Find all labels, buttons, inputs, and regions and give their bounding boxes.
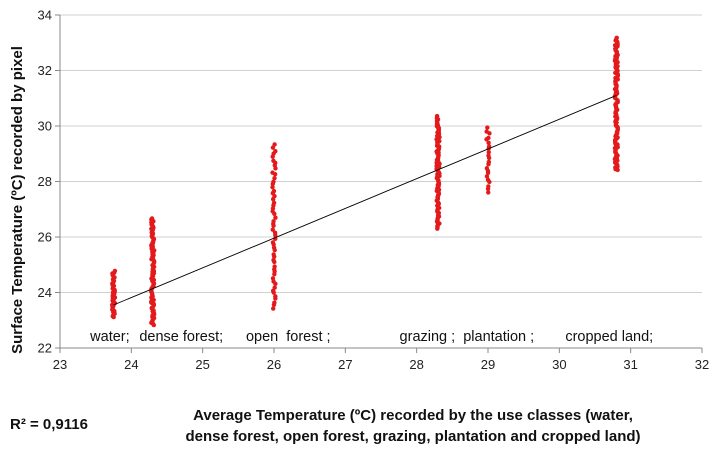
data-point xyxy=(272,285,277,290)
x-tick-label: 28 xyxy=(409,357,423,372)
data-point xyxy=(486,153,491,158)
data-point xyxy=(272,300,277,305)
y-tick-label: 32 xyxy=(38,63,52,78)
x-tick-label: 26 xyxy=(267,357,281,372)
class-label: water; xyxy=(89,329,130,345)
data-point xyxy=(271,257,276,263)
data-point xyxy=(149,216,155,221)
data-point xyxy=(270,306,276,311)
data-point xyxy=(484,129,489,134)
class-label: cropped land; xyxy=(565,329,653,345)
data-point xyxy=(273,148,278,154)
class-label: dense forest; xyxy=(139,329,223,345)
y-tick-label: 34 xyxy=(38,8,52,23)
data-point xyxy=(484,166,490,171)
trendline xyxy=(113,95,617,306)
data-point xyxy=(271,252,276,257)
data-point xyxy=(272,175,277,181)
data-point xyxy=(486,190,491,195)
data-point xyxy=(486,150,491,155)
data-point xyxy=(485,125,490,130)
y-tick-label: 22 xyxy=(38,341,52,356)
data-point xyxy=(271,179,276,185)
x-tick-label: 32 xyxy=(695,357,709,372)
x-tick-label: 23 xyxy=(53,357,67,372)
data-point xyxy=(272,230,278,235)
r-squared-label: R² = 0,9116 xyxy=(10,416,88,433)
class-labels: water; dense forest; open forest ; grazing … xyxy=(89,329,653,345)
data-point xyxy=(484,174,490,179)
x-axis-ticks: 23 24 25 26 27 28 29 30 31 32 xyxy=(53,348,709,372)
data-point xyxy=(272,142,277,147)
data-point xyxy=(271,188,277,194)
x-tick-label: 31 xyxy=(623,357,637,372)
x-tick-label: 24 xyxy=(124,357,138,372)
data-point xyxy=(485,177,491,182)
x-tick-label: 27 xyxy=(338,357,352,372)
x-tick-label: 25 xyxy=(195,357,209,372)
y-tick-label: 24 xyxy=(38,285,52,300)
gridlines xyxy=(59,14,702,349)
class-label: grazing ; xyxy=(400,329,456,345)
data-point xyxy=(434,113,440,119)
data-points xyxy=(109,35,621,328)
data-point xyxy=(270,240,276,245)
data-point xyxy=(273,215,278,220)
y-tick-label: 28 xyxy=(38,174,52,189)
data-point xyxy=(271,200,277,205)
x-axis-label-line2: dense forest, open forest, grazing, plan… xyxy=(185,428,641,445)
data-point xyxy=(272,264,277,269)
data-point xyxy=(273,294,278,299)
data-point xyxy=(614,35,619,40)
data-point xyxy=(270,170,275,175)
y-tick-label: 30 xyxy=(38,119,52,134)
x-axis-label-line1: Average Temperature (ºC) recorded by the… xyxy=(193,407,633,424)
data-point xyxy=(486,184,491,189)
data-point xyxy=(271,158,276,163)
data-point xyxy=(112,268,118,274)
x-axis-label: Average Temperature (ºC) recorded by the… xyxy=(118,405,708,447)
data-point xyxy=(271,219,276,224)
x-tick-label: 30 xyxy=(552,357,566,372)
y-tick-label: 26 xyxy=(38,230,52,245)
class-label: plantation ; xyxy=(463,329,534,345)
class-label: open forest ; xyxy=(246,329,331,345)
data-point xyxy=(486,135,491,141)
x-tick-label: 29 xyxy=(481,357,495,372)
y-axis-ticks: 22 24 26 28 30 32 34 xyxy=(38,8,60,356)
data-point xyxy=(486,159,492,165)
data-point xyxy=(270,227,275,232)
y-axis-label: Surface Temperature (ºC) recorded by pix… xyxy=(9,46,26,354)
data-point xyxy=(486,140,491,146)
data-point xyxy=(270,276,276,281)
data-point xyxy=(270,185,275,190)
